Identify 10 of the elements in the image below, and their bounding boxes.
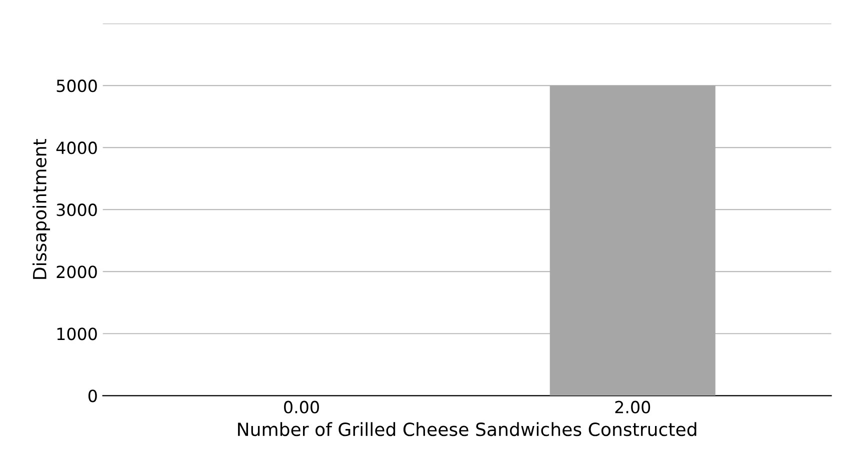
y-tick-label: 5000	[56, 80, 97, 92]
x-tick-label: 2.00	[615, 400, 650, 414]
y-tick-label: 4000	[56, 142, 97, 154]
y-axis-title: Dissapointment	[32, 138, 50, 279]
y-tick-label: 2000	[56, 266, 97, 278]
y-tick-label: 0	[88, 390, 97, 402]
x-tick-label: 0.00	[284, 400, 319, 414]
y-tick-label: 1000	[57, 328, 97, 340]
x-axis-title: Number of Grilled Cheese Sandwiches Constructed	[238, 422, 696, 436]
y-tick-label: 3000	[56, 204, 97, 216]
